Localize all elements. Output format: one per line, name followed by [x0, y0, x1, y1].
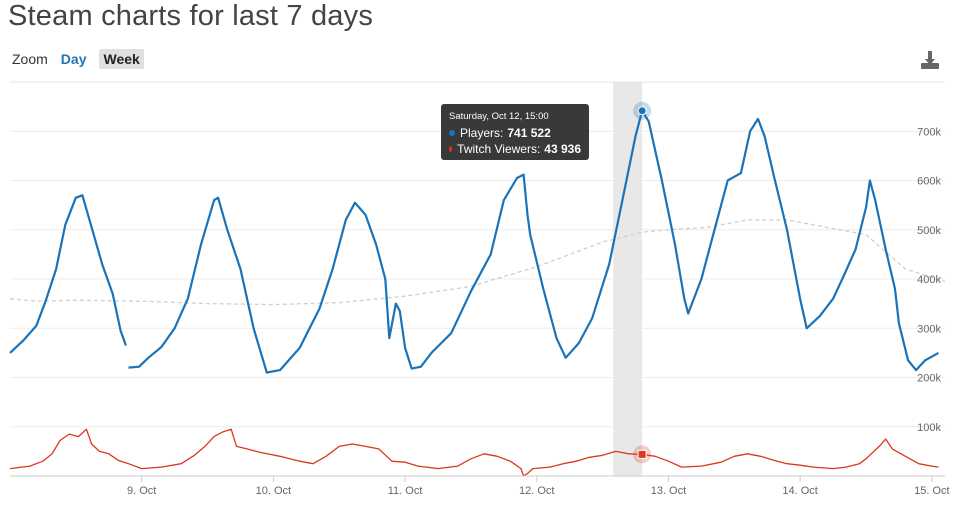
tooltip-date: Saturday, Oct 12, 15:00: [449, 111, 549, 122]
x-tick-label: 9. Oct: [127, 485, 156, 497]
series: [9, 109, 946, 477]
axes: 100k 200k 300k 400k 500k 600k 700k 9. Oct 10. Oc…: [10, 126, 950, 497]
zoom-day-button[interactable]: Day: [60, 51, 87, 67]
x-tick-label: 12. Oct: [519, 485, 554, 497]
tooltip-twitch-label: Twitch Viewers:: [457, 142, 541, 156]
x-tick-label: 10. Oct: [256, 485, 291, 497]
markers: [633, 101, 652, 464]
download-icon[interactable]: [918, 48, 942, 72]
twitch-line: [9, 428, 939, 477]
x-tick-label: 15. Oct: [914, 485, 949, 497]
x-tick-label: 14. Oct: [782, 485, 817, 497]
twitch-hover-point: [637, 449, 647, 459]
highlight-band-rect: [613, 82, 643, 476]
zoom-bar: Zoom Day Week: [12, 49, 144, 69]
tooltip-twitch-row: Twitch Viewers: 43 936: [449, 142, 581, 156]
players-hover-point: [637, 106, 647, 116]
y-tick-label: 400k: [917, 274, 941, 286]
highlight-band: [613, 82, 643, 476]
average-line: [9, 219, 946, 306]
page-title: Steam charts for last 7 days: [8, 0, 374, 32]
y-tick-label: 500k: [917, 225, 941, 237]
tooltip: Saturday, Oct 12, 15:00 Players: 741 522…: [441, 104, 589, 160]
y-tick-label: 300k: [917, 323, 941, 335]
x-tick-label: 13. Oct: [651, 485, 686, 497]
players-line: [9, 109, 939, 374]
y-tick-label: 100k: [917, 422, 941, 434]
y-tick-label: 700k: [917, 126, 941, 138]
tooltip-twitch-value: 43 936: [544, 142, 581, 156]
y-tick-label: 600k: [917, 176, 941, 188]
tooltip-players-label: Players:: [460, 126, 504, 140]
zoom-label: Zoom: [12, 51, 48, 67]
twitch-dot-icon: [449, 146, 453, 152]
x-tick-label: 11. Oct: [388, 485, 423, 497]
zoom-week-button[interactable]: Week: [99, 49, 144, 69]
y-tick-label: 200k: [917, 373, 941, 385]
tooltip-players-value: 741 522: [507, 126, 551, 140]
players-dot-icon: [449, 130, 455, 136]
tooltip-players-row: Players: 741 522: [449, 126, 581, 140]
